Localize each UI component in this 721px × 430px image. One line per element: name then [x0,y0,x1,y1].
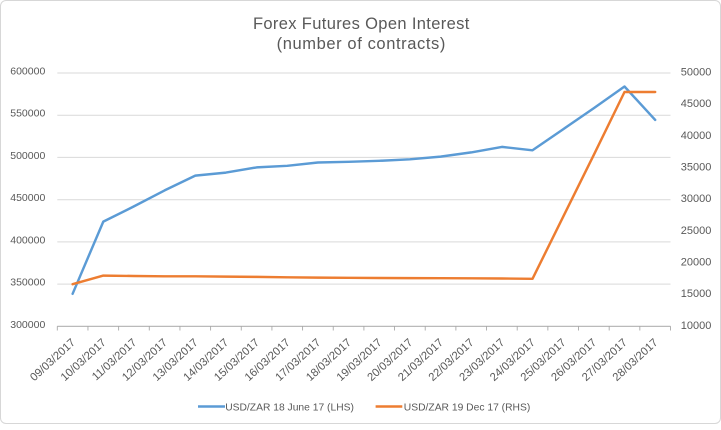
svg-text:(number of contracts): (number of contracts) [277,35,446,53]
svg-text:500000: 500000 [10,150,45,162]
svg-text:40000: 40000 [681,130,712,142]
svg-text:450000: 450000 [10,192,45,204]
svg-text:400000: 400000 [10,234,45,246]
svg-text:15000: 15000 [681,288,712,300]
svg-text:45000: 45000 [681,98,712,110]
svg-text:10000: 10000 [681,320,712,332]
svg-text:30000: 30000 [681,193,712,205]
svg-text:50000: 50000 [681,67,712,79]
svg-text:Forex Futures Open Interest: Forex Futures Open Interest [253,15,470,33]
svg-text:25000: 25000 [681,225,712,237]
svg-text:USD/ZAR 19 Dec 17 (RHS): USD/ZAR 19 Dec 17 (RHS) [404,402,530,413]
svg-text:600000: 600000 [10,66,45,78]
svg-text:USD/ZAR 18 June 17 (LHS): USD/ZAR 18 June 17 (LHS) [225,402,354,413]
svg-text:35000: 35000 [681,162,712,174]
svg-text:550000: 550000 [10,108,45,120]
svg-text:350000: 350000 [10,277,45,289]
svg-text:300000: 300000 [10,319,45,331]
svg-text:20000: 20000 [681,257,712,269]
